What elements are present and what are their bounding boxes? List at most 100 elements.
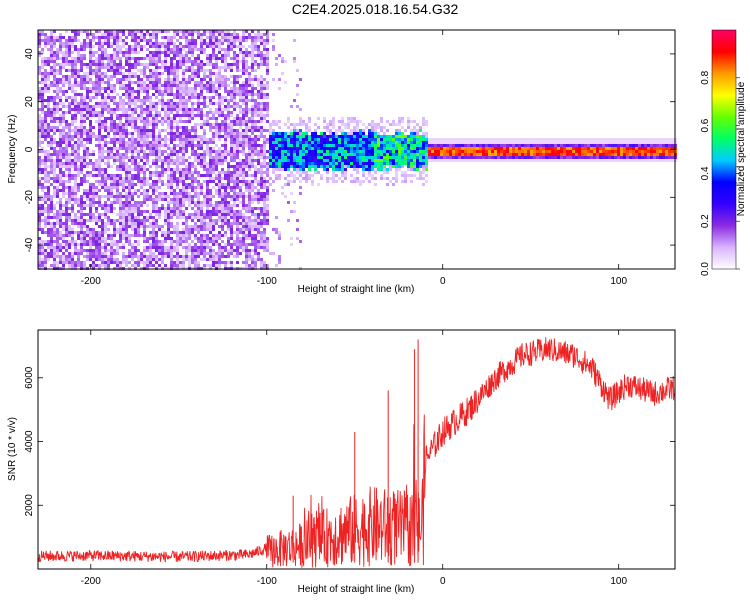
heatmap-cell <box>44 192 47 195</box>
heatmap-cell <box>260 57 263 60</box>
heatmap-cell <box>50 39 53 42</box>
heatmap-cell <box>68 201 71 204</box>
heatmap-cell <box>248 192 251 195</box>
heatmap-cell <box>170 240 173 243</box>
heatmap-cell <box>242 111 245 114</box>
heatmap-cell <box>191 228 194 231</box>
heatmap-cell <box>107 237 110 240</box>
heatmap-cell <box>227 219 230 222</box>
heatmap-cell <box>143 84 146 87</box>
heatmap-cell <box>80 156 83 159</box>
heatmap-cell <box>116 228 119 231</box>
heatmap-cell <box>80 108 83 111</box>
heatmap-cell <box>164 120 167 123</box>
heatmap-cell <box>101 228 104 231</box>
heatmap-cell <box>185 171 188 174</box>
heatmap-cell <box>218 129 221 132</box>
heatmap-cell <box>182 213 185 216</box>
heatmap-cell <box>290 123 293 126</box>
heatmap-cell <box>107 39 110 42</box>
heatmap-cell <box>263 186 266 189</box>
heatmap-cell <box>140 111 143 114</box>
heatmap-cell <box>53 60 56 63</box>
heatmap-cell <box>83 180 86 183</box>
heatmap-cell <box>116 153 119 156</box>
heatmap-cell <box>86 63 89 66</box>
heatmap-cell <box>164 150 167 153</box>
heatmap-cell <box>110 180 113 183</box>
heatmap-cell <box>260 261 263 264</box>
heatmap-cell <box>125 129 128 132</box>
heatmap-cell <box>215 45 218 48</box>
heatmap-cell <box>179 255 182 258</box>
heatmap-cell <box>239 159 242 162</box>
heatmap-cell <box>266 105 269 108</box>
heatmap-cell <box>236 117 239 120</box>
heatmap-cell <box>101 72 104 75</box>
heatmap-cell <box>155 246 158 249</box>
heatmap-cell <box>200 87 203 90</box>
heatmap-cell <box>173 153 176 156</box>
heatmap-cell <box>173 63 176 66</box>
heatmap-cell <box>44 117 47 120</box>
heatmap-cell <box>281 159 284 162</box>
heatmap-cell <box>77 243 80 246</box>
heatmap-cell <box>86 252 89 255</box>
heatmap-cell <box>53 153 56 156</box>
heatmap-cell <box>200 51 203 54</box>
heatmap-cell <box>167 210 170 213</box>
heatmap-cell <box>128 60 131 63</box>
heatmap-cell <box>239 87 242 90</box>
heatmap-cell <box>317 141 320 144</box>
heatmap-cell <box>227 207 230 210</box>
heatmap-cell <box>38 33 41 36</box>
heatmap-cell <box>263 237 266 240</box>
heatmap-cell <box>83 138 86 141</box>
heatmap-cell <box>95 162 98 165</box>
heatmap-cell <box>155 144 158 147</box>
heatmap-cell <box>38 54 41 57</box>
heatmap-cell <box>83 150 86 153</box>
heatmap-cell <box>302 162 305 165</box>
heatmap-cell <box>203 162 206 165</box>
heatmap-cell <box>230 252 233 255</box>
heatmap-cell <box>263 192 266 195</box>
heatmap-cell <box>140 99 143 102</box>
heatmap-cell <box>101 108 104 111</box>
heatmap-cell <box>302 153 305 156</box>
heatmap-cell <box>218 78 221 81</box>
heatmap-cell <box>212 207 215 210</box>
heatmap-cell <box>212 258 215 261</box>
heatmap-cell <box>167 84 170 87</box>
heatmap-cell <box>245 81 248 84</box>
heatmap-cell <box>305 132 308 135</box>
heatmap-cell <box>107 156 110 159</box>
heatmap-cell <box>50 60 53 63</box>
heatmap-cell <box>74 144 77 147</box>
heatmap-cell <box>209 129 212 132</box>
heatmap-cell <box>194 108 197 111</box>
heatmap-cell <box>62 189 65 192</box>
heatmap-cell <box>179 126 182 129</box>
heatmap-cell <box>68 246 71 249</box>
heatmap-cell <box>122 216 125 219</box>
heatmap-cell <box>164 234 167 237</box>
heatmap-cell <box>224 222 227 225</box>
heatmap-cell <box>191 189 194 192</box>
heatmap-cell <box>296 156 299 159</box>
heatmap-cell <box>206 117 209 120</box>
heatmap-cell <box>164 87 167 90</box>
heatmap-cell <box>254 141 257 144</box>
heatmap-cell <box>119 123 122 126</box>
heatmap-cell <box>221 255 224 258</box>
heatmap-cell <box>59 243 62 246</box>
heatmap-cell <box>113 207 116 210</box>
heatmap-cell <box>212 54 215 57</box>
heatmap-cell <box>224 84 227 87</box>
heatmap-cell <box>140 210 143 213</box>
heatmap-cell <box>203 198 206 201</box>
heatmap-cell <box>134 210 137 213</box>
heatmap-cell <box>170 162 173 165</box>
heatmap-cell <box>164 141 167 144</box>
heatmap-cell <box>122 105 125 108</box>
